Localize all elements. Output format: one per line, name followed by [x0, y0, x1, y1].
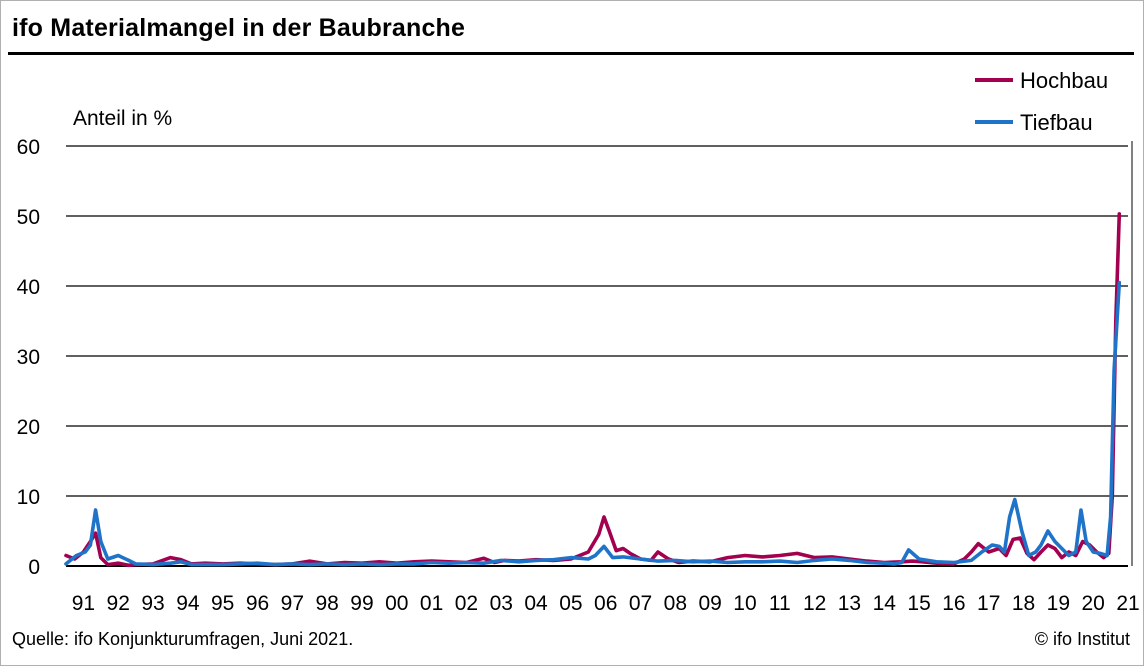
x-tick-03: 03 [490, 592, 513, 615]
legend: Hochbau Tiefbau [975, 68, 1108, 135]
series-lines [64, 212, 1122, 568]
x-tick-97: 97 [281, 592, 304, 615]
x-tick-labels: 91 92 93 94 95 96 97 98 99 00 01 02 03 04 05 06 07 08 09 10… [72, 592, 1140, 615]
x-tick-94: 94 [176, 592, 200, 615]
x-tick-96: 96 [246, 592, 269, 615]
y-axis-label: Anteil in % [73, 107, 172, 130]
copyright-note: © ifo Institut [1034, 629, 1130, 649]
legend-label-tiefbau: Tiefbau [1020, 110, 1093, 135]
x-tick-20: 20 [1082, 592, 1105, 615]
title-rule [8, 52, 1134, 55]
x-tick-15: 15 [907, 592, 930, 615]
x-tick-00: 00 [385, 592, 408, 615]
x-tick-10: 10 [733, 592, 756, 615]
x-tick-19: 19 [1047, 592, 1070, 615]
y-tick-labels: 0 10 20 30 40 50 60 [17, 136, 40, 579]
x-tick-18: 18 [1012, 592, 1035, 615]
x-tick-07: 07 [629, 592, 652, 615]
series-line-tiefbau [64, 280, 1122, 567]
x-tick-14: 14 [873, 592, 897, 615]
x-tick-02: 02 [455, 592, 478, 615]
x-tick-12: 12 [803, 592, 826, 615]
x-tick-16: 16 [942, 592, 965, 615]
x-tick-01: 01 [420, 592, 443, 615]
x-tick-13: 13 [838, 592, 861, 615]
x-tick-04: 04 [524, 592, 548, 615]
x-tick-98: 98 [315, 592, 338, 615]
x-tick-09: 09 [698, 592, 721, 615]
source-note: Quelle: ifo Konjunkturumfragen, Juni 202… [12, 629, 354, 649]
x-tick-05: 05 [559, 592, 582, 615]
y-tick-30: 30 [17, 346, 40, 369]
y-tick-60: 60 [17, 136, 40, 159]
y-tick-50: 50 [17, 206, 40, 229]
x-tick-17: 17 [977, 592, 1000, 615]
x-tick-11: 11 [769, 592, 791, 615]
chart-title: ifo Materialmangel in der Baubranche [12, 14, 466, 42]
x-tick-08: 08 [664, 592, 687, 615]
y-tick-40: 40 [17, 276, 40, 299]
x-tick-06: 06 [594, 592, 617, 615]
x-tick-99: 99 [350, 592, 373, 615]
y-tick-10: 10 [17, 486, 40, 509]
grid-lines [66, 141, 1133, 567]
x-tick-92: 92 [107, 592, 130, 615]
x-tick-21: 21 [1116, 592, 1139, 615]
x-tick-91: 91 [72, 592, 95, 615]
series-line-hochbau [64, 212, 1122, 568]
y-tick-0: 0 [28, 556, 40, 579]
x-tick-93: 93 [141, 592, 164, 615]
x-tick-95: 95 [211, 592, 234, 615]
legend-label-hochbau: Hochbau [1020, 68, 1108, 93]
y-tick-20: 20 [17, 416, 40, 439]
